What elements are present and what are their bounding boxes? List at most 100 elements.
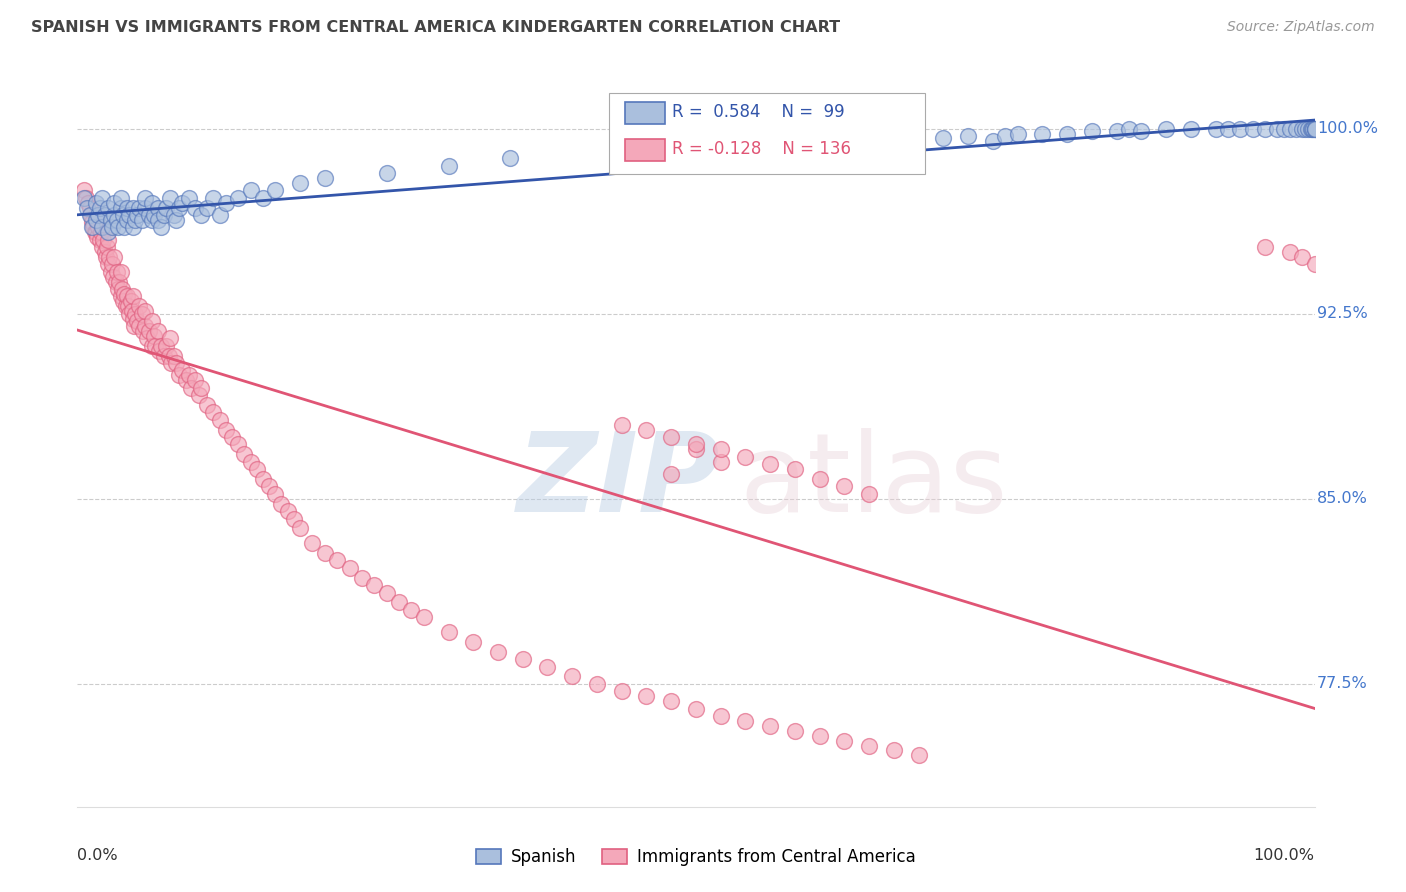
Point <box>858 487 880 501</box>
Point <box>685 701 707 715</box>
Point <box>150 339 173 353</box>
FancyBboxPatch shape <box>626 102 665 124</box>
Text: Source: ZipAtlas.com: Source: ZipAtlas.com <box>1227 20 1375 34</box>
Point <box>134 318 156 333</box>
Point <box>141 339 163 353</box>
Point <box>1254 121 1277 136</box>
Point <box>246 462 269 476</box>
Point <box>375 166 398 180</box>
Point <box>131 307 153 321</box>
Point <box>994 128 1017 143</box>
Text: 100.0%: 100.0% <box>1317 121 1378 136</box>
Point <box>463 635 485 649</box>
Point <box>1299 121 1322 136</box>
Point <box>159 191 181 205</box>
Point <box>159 331 181 345</box>
Point <box>710 455 733 469</box>
Point <box>96 240 118 254</box>
Point <box>486 645 509 659</box>
Point <box>122 201 145 215</box>
Point <box>184 373 207 387</box>
Point <box>165 213 187 227</box>
Point <box>226 191 249 205</box>
Point <box>388 595 411 609</box>
Point <box>283 511 305 525</box>
Point <box>172 195 194 210</box>
Point <box>94 250 117 264</box>
Point <box>1254 240 1277 254</box>
Point <box>115 289 138 303</box>
Point <box>100 265 122 279</box>
Point <box>177 191 200 205</box>
Point <box>143 208 166 222</box>
Point <box>610 417 633 432</box>
Point <box>131 213 153 227</box>
Point <box>808 472 831 486</box>
Point <box>157 349 180 363</box>
Point <box>122 289 145 303</box>
Point <box>326 553 349 567</box>
Point <box>685 442 707 457</box>
Point <box>858 739 880 753</box>
Point <box>239 455 262 469</box>
Point <box>107 220 129 235</box>
Point <box>122 318 145 333</box>
Point <box>1301 121 1323 136</box>
Point <box>89 201 111 215</box>
Point <box>1291 250 1313 264</box>
Point <box>76 201 98 215</box>
Text: R = -0.128    N = 136: R = -0.128 N = 136 <box>672 140 852 158</box>
Point <box>177 368 200 383</box>
Point <box>141 213 163 227</box>
Point <box>128 318 150 333</box>
Point <box>1302 121 1324 136</box>
Point <box>138 208 160 222</box>
Point <box>301 536 323 550</box>
Text: 77.5%: 77.5% <box>1317 676 1368 691</box>
Point <box>1205 121 1227 136</box>
Point <box>710 442 733 457</box>
Text: 100.0%: 100.0% <box>1254 848 1315 863</box>
Point <box>221 430 243 444</box>
Point <box>111 282 134 296</box>
Point <box>215 195 238 210</box>
Point <box>499 151 522 165</box>
Point <box>233 447 256 461</box>
Point <box>77 195 100 210</box>
Point <box>252 472 274 486</box>
Point <box>174 373 197 387</box>
Point <box>134 304 156 318</box>
Point <box>84 208 107 222</box>
Point <box>636 423 658 437</box>
Point <box>536 659 558 673</box>
Point <box>808 136 831 151</box>
Point <box>195 201 218 215</box>
Point <box>610 684 633 698</box>
Point <box>112 208 135 222</box>
Point <box>110 191 132 205</box>
Point <box>195 398 218 412</box>
Point <box>101 257 124 271</box>
Legend: Spanish, Immigrants from Central America: Spanish, Immigrants from Central America <box>470 842 922 873</box>
Point <box>202 405 225 419</box>
Point <box>208 413 231 427</box>
Point <box>1241 121 1264 136</box>
Point <box>134 201 156 215</box>
Point <box>93 208 115 222</box>
Point <box>226 437 249 451</box>
Point <box>659 694 682 708</box>
Point <box>363 578 385 592</box>
Point <box>437 625 460 640</box>
Text: 92.5%: 92.5% <box>1317 306 1368 321</box>
Point <box>134 191 156 205</box>
FancyBboxPatch shape <box>626 139 665 161</box>
Point <box>957 128 980 143</box>
Point <box>101 220 124 235</box>
Point <box>561 669 583 683</box>
Point <box>138 324 160 338</box>
Point <box>143 339 166 353</box>
Point <box>87 208 110 222</box>
Point <box>148 343 170 358</box>
Point <box>808 729 831 743</box>
Point <box>1272 121 1295 136</box>
